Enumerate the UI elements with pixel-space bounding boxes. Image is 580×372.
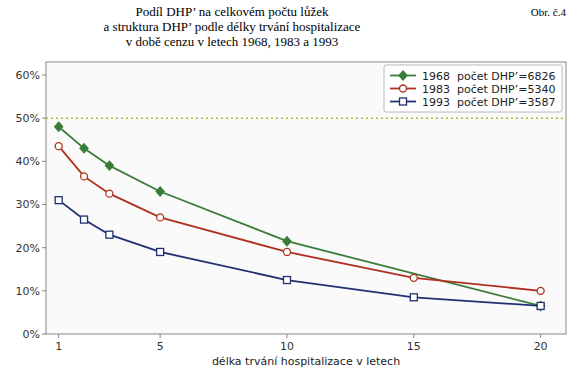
- data-point: [283, 277, 290, 284]
- tick-mark: [58, 334, 59, 338]
- data-point: [410, 274, 417, 281]
- tick-mark: [286, 334, 287, 338]
- legend-label: 1983 počet DHP’=5340: [422, 83, 555, 96]
- legend: 1968 počet DHP’=68261983 počet DHP’=5340…: [384, 65, 562, 112]
- tick-mark: [160, 334, 161, 338]
- title: a struktura DHP’ podle délky trvání hosp…: [104, 19, 361, 34]
- tick-mark: [42, 290, 46, 291]
- series-line: [59, 127, 541, 306]
- legend-marker: [400, 85, 407, 92]
- tick-label: 40%: [16, 155, 40, 168]
- title: v době cenzu v letech 1968, 1983 a 1993: [126, 34, 339, 49]
- data-point: [537, 287, 544, 294]
- data-point: [157, 214, 164, 221]
- tick-mark: [42, 161, 46, 162]
- series-line: [59, 200, 541, 306]
- legend-marker: [400, 98, 407, 105]
- data-point: [106, 190, 113, 197]
- data-point: [55, 122, 63, 131]
- data-point: [283, 237, 291, 246]
- tick-label: 20%: [16, 242, 40, 255]
- tick-label: 1: [55, 340, 62, 353]
- series-line: [59, 146, 541, 291]
- tick-label: 15: [407, 340, 421, 353]
- axis-label: délka trvání hospitalizace v letech: [212, 355, 400, 368]
- data-point: [81, 216, 88, 223]
- title: Podíl DHP’ na celkovém počtu lůžek: [136, 4, 329, 19]
- tick-mark: [42, 247, 46, 248]
- data-point: [55, 143, 62, 150]
- legend-marker: [399, 71, 407, 80]
- data-point: [156, 187, 164, 196]
- tick-label: 30%: [16, 198, 40, 211]
- data-point: [283, 248, 290, 255]
- data-point: [157, 248, 164, 255]
- data-point: [106, 231, 113, 238]
- tick-label: 10: [280, 340, 294, 353]
- tick-mark: [42, 118, 46, 119]
- tick-label: 10%: [16, 285, 40, 298]
- data-point: [55, 197, 62, 204]
- legend-label: 1993 počet DHP’=3587: [422, 96, 555, 109]
- annotation: Obr. č.4: [531, 6, 567, 18]
- tick-mark: [42, 74, 46, 75]
- data-point: [80, 144, 88, 153]
- tick-mark: [540, 334, 541, 338]
- tick-mark: [413, 334, 414, 338]
- tick-mark: [42, 334, 46, 335]
- legend-label: 1968 počet DHP’=6826: [422, 70, 555, 83]
- data-point: [105, 161, 113, 170]
- data-point: [537, 301, 545, 310]
- plot-frame: [46, 62, 566, 334]
- data-point: [410, 294, 417, 301]
- reference-line: [46, 117, 566, 119]
- data-point: [81, 173, 88, 180]
- tick-label: 0%: [23, 328, 40, 341]
- tick-label: 20: [534, 340, 548, 353]
- tick-label: 60%: [16, 69, 40, 82]
- tick-label: 5: [157, 340, 164, 353]
- chart: Podíl DHP’ na celkovém počtu lůžeka stru…: [0, 0, 580, 372]
- data-point: [537, 302, 544, 309]
- plot-data: [46, 118, 566, 310]
- tick-label: 50%: [16, 112, 40, 125]
- tick-mark: [42, 204, 46, 205]
- legend-box: [384, 65, 562, 112]
